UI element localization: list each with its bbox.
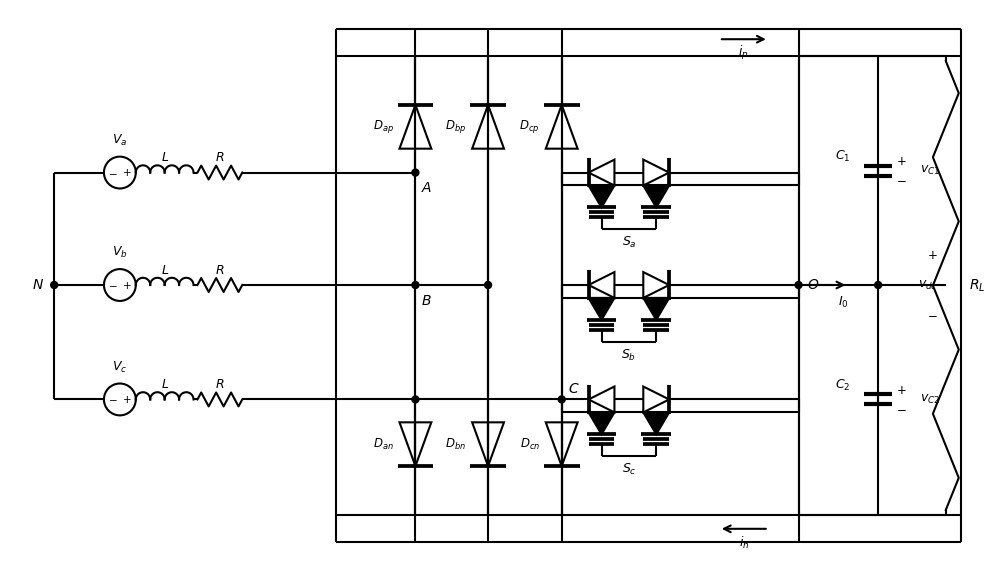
Text: $v_{C1}$: $v_{C1}$ — [920, 164, 940, 177]
Text: $D_{ap}$: $D_{ap}$ — [373, 118, 394, 135]
Text: $+$: $+$ — [896, 155, 907, 168]
Circle shape — [412, 169, 419, 176]
Text: $L$: $L$ — [161, 378, 169, 391]
Polygon shape — [589, 160, 614, 186]
Text: $S_{b}$: $S_{b}$ — [621, 348, 636, 363]
Polygon shape — [643, 160, 669, 186]
Polygon shape — [589, 186, 614, 207]
Text: $C_{2}$: $C_{2}$ — [835, 378, 850, 393]
Polygon shape — [643, 272, 669, 298]
Text: $i_p$: $i_p$ — [738, 44, 749, 62]
Polygon shape — [643, 412, 669, 435]
Text: $B$: $B$ — [421, 294, 432, 308]
Text: $R_L$: $R_L$ — [969, 278, 985, 293]
Text: $D_{bn}$: $D_{bn}$ — [445, 437, 466, 452]
Polygon shape — [589, 272, 614, 298]
Polygon shape — [472, 423, 504, 466]
Text: $-$: $-$ — [896, 402, 907, 415]
Text: $O$: $O$ — [807, 278, 819, 292]
Circle shape — [795, 282, 802, 288]
Circle shape — [412, 396, 419, 403]
Text: $L$: $L$ — [161, 264, 169, 276]
Polygon shape — [399, 423, 431, 466]
Polygon shape — [546, 105, 578, 148]
Text: $R$: $R$ — [215, 151, 225, 164]
Text: $-$: $-$ — [108, 395, 118, 404]
Text: $-$: $-$ — [108, 280, 118, 290]
Text: $S_{c}$: $S_{c}$ — [622, 462, 636, 477]
Circle shape — [51, 282, 58, 288]
Text: $C$: $C$ — [568, 383, 579, 396]
Circle shape — [485, 282, 492, 288]
Polygon shape — [643, 186, 669, 207]
Text: $V_{b}$: $V_{b}$ — [112, 245, 128, 260]
Polygon shape — [643, 387, 669, 412]
Text: $v_{dc}$: $v_{dc}$ — [918, 279, 938, 292]
Polygon shape — [472, 105, 504, 148]
Polygon shape — [643, 298, 669, 320]
Text: $-$: $-$ — [927, 308, 937, 321]
Text: $v_{C2}$: $v_{C2}$ — [920, 393, 940, 406]
Text: $D_{cp}$: $D_{cp}$ — [519, 118, 540, 135]
Circle shape — [412, 282, 419, 288]
Text: $R$: $R$ — [215, 264, 225, 276]
Polygon shape — [589, 412, 614, 435]
Text: $V_{c}$: $V_{c}$ — [112, 360, 127, 375]
Text: $L$: $L$ — [161, 151, 169, 164]
Text: $+$: $+$ — [896, 384, 907, 397]
Text: $i_n$: $i_n$ — [739, 534, 749, 551]
Text: $+$: $+$ — [927, 248, 937, 262]
Text: $C_{1}$: $C_{1}$ — [835, 149, 850, 164]
Text: $D_{an}$: $D_{an}$ — [373, 437, 394, 452]
Circle shape — [558, 396, 565, 403]
Text: $-$: $-$ — [896, 173, 907, 186]
Text: $D_{cn}$: $D_{cn}$ — [520, 437, 540, 452]
Text: $N$: $N$ — [32, 278, 44, 292]
Circle shape — [875, 282, 882, 288]
Text: $I_0$: $I_0$ — [838, 295, 849, 311]
Text: $V_{a}$: $V_{a}$ — [112, 132, 128, 148]
Text: $+$: $+$ — [122, 279, 132, 291]
Polygon shape — [589, 298, 614, 320]
Polygon shape — [399, 105, 431, 148]
Text: $-$: $-$ — [108, 167, 118, 178]
Polygon shape — [589, 387, 614, 412]
Polygon shape — [546, 423, 578, 466]
Text: $S_{a}$: $S_{a}$ — [622, 235, 636, 250]
Text: $+$: $+$ — [122, 167, 132, 178]
Text: $R$: $R$ — [215, 378, 225, 391]
Text: $D_{bp}$: $D_{bp}$ — [445, 118, 466, 135]
Text: $A$: $A$ — [421, 182, 433, 195]
Text: $+$: $+$ — [122, 394, 132, 405]
